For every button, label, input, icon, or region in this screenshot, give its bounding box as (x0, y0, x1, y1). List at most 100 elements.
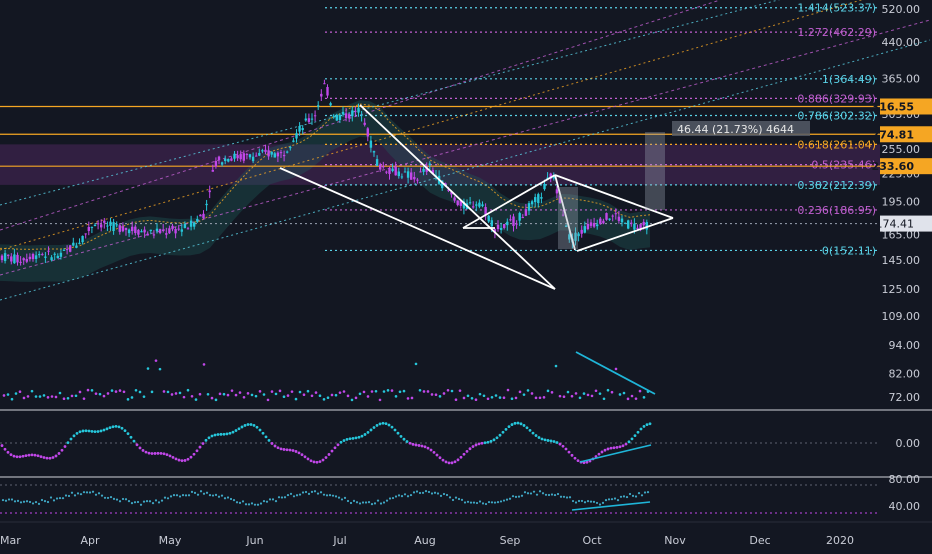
osc3-dot (277, 496, 281, 499)
candle-body (326, 86, 329, 96)
osc2-dot (360, 434, 364, 438)
osc2-dot (387, 423, 391, 427)
osc1-dot (342, 390, 346, 393)
osc1-dot (210, 396, 214, 400)
osc1-dot (406, 397, 410, 400)
candle-body (416, 179, 419, 181)
osc2-dot (546, 439, 550, 442)
candle-body (397, 171, 400, 177)
osc2-dot (171, 455, 175, 459)
candle-body (503, 224, 506, 228)
osc2-dot (417, 444, 421, 447)
osc1-dot (294, 397, 298, 401)
osc1-dot (590, 394, 594, 398)
osc1-dot (382, 390, 386, 393)
osc1-dot (482, 394, 486, 398)
osc2-dot (243, 424, 247, 427)
osc2-dot (216, 433, 220, 436)
osc3-dot (274, 500, 278, 503)
ma-ribbon (0, 100, 650, 282)
fib-level-label: 0.886(329.93) (797, 92, 876, 105)
osc1-dot (366, 395, 370, 398)
osc3-dot (52, 499, 56, 502)
osc3-dot (409, 493, 413, 497)
osc3-dot (451, 498, 455, 502)
osc2-dot (267, 438, 271, 442)
osc2-dot (453, 460, 457, 464)
price-level-badge-text: 274.81 (872, 128, 914, 141)
osc2-dot (552, 440, 556, 443)
candle-body (236, 155, 239, 159)
candle-body (124, 227, 128, 230)
osc2-dot (222, 432, 226, 436)
osc3-dot (385, 499, 389, 502)
osc2-dot (102, 428, 106, 432)
osc2-dot (21, 454, 25, 458)
osc3-dot (391, 496, 395, 500)
osc2-dot (339, 440, 343, 444)
osc3-dot (112, 497, 116, 500)
candle-body (245, 154, 249, 156)
osc3-dot (58, 496, 62, 500)
candle-body (75, 245, 78, 248)
osc2-dot (441, 458, 445, 462)
osc1-dot (38, 395, 42, 398)
osc3-dot (349, 501, 353, 505)
candle-body (534, 197, 537, 203)
osc1-dot (494, 394, 498, 397)
price-tick-label: 365.00 (882, 73, 921, 86)
osc3-dot (322, 493, 326, 496)
fib-level-label: 0(152.11) (822, 244, 876, 257)
osc3-dot (229, 497, 233, 501)
osc2-dot (258, 428, 262, 432)
osc3-dot (85, 491, 89, 494)
osc2-dot (429, 448, 433, 452)
osc2-dot (93, 430, 97, 434)
osc3-dot (406, 495, 410, 498)
osc2-dot (69, 437, 73, 441)
osc3-dot (388, 497, 392, 500)
osc2-dot (342, 439, 346, 442)
osc1-dot (510, 397, 514, 401)
candle-body (341, 111, 345, 115)
osc1-dot (622, 391, 626, 395)
osc2-dot (435, 453, 439, 457)
candle-body (413, 176, 416, 180)
osc3-dot (118, 500, 122, 503)
osc1-dot (46, 396, 50, 399)
osc2-dot (54, 454, 58, 458)
candle-body (0, 255, 4, 261)
candle-body (481, 204, 484, 207)
osc1-dot (378, 398, 382, 402)
osc3-dot (568, 496, 572, 499)
candle-body (286, 151, 289, 153)
osc3-dot (46, 500, 50, 504)
osc3-dot (508, 497, 512, 500)
osc1-dot (278, 389, 282, 393)
osc1-dot (138, 390, 142, 394)
price-tick-label: 520.00 (882, 3, 921, 16)
osc3-dot (154, 499, 158, 502)
osc1-dot (570, 394, 574, 398)
candle-body (230, 158, 233, 161)
osc3-dot (223, 497, 227, 500)
osc3-dot (538, 490, 542, 493)
osc2-dot (78, 430, 82, 434)
osc1-dot (322, 398, 326, 401)
candle-body (602, 220, 605, 224)
osc2-dot (144, 450, 148, 454)
osc2-dot (120, 426, 124, 430)
osc2-dot (159, 451, 163, 455)
osc3-dot (592, 500, 596, 503)
osc3-dot (547, 493, 551, 497)
candle-body (227, 158, 230, 162)
osc3-dot (211, 494, 215, 497)
time-axis-label: Apr (80, 534, 100, 547)
osc1-dot (82, 397, 86, 400)
candle-body (264, 149, 267, 152)
osc2-dot (570, 453, 574, 457)
osc1-dot (10, 397, 14, 401)
osc3-dot (64, 494, 68, 497)
